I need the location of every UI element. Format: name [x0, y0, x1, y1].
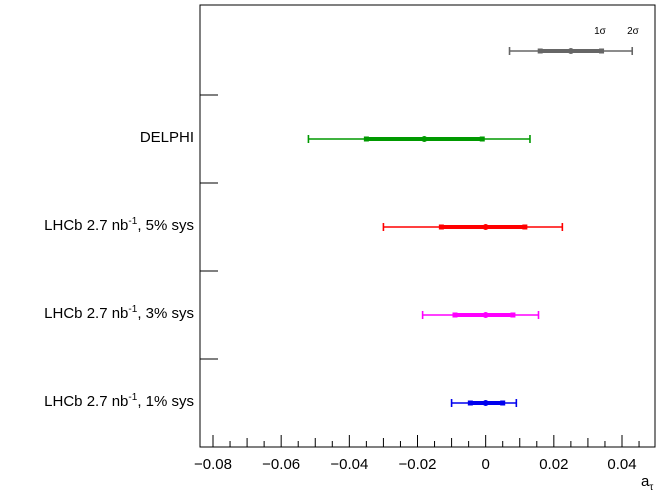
- errorbar-1sigma-cap: [537, 48, 543, 54]
- errorbar-1sigma-cap: [479, 136, 485, 142]
- errorbar-row: [508, 47, 634, 55]
- row-separators: [200, 94, 218, 360]
- row-label-text: DELPHI: [139, 129, 194, 146]
- row-label-suffix: , 5% sys: [137, 217, 194, 234]
- errorbar-row: [421, 311, 540, 319]
- x-tick-label: −0.02: [399, 456, 437, 473]
- x-tick-label: −0.06: [262, 456, 300, 473]
- x-tick-label: 0.02: [539, 456, 568, 473]
- plot-frame: [199, 4, 656, 448]
- row-label-text: LHCb 2.7 nb: [44, 305, 129, 322]
- row-label: DELPHI: [140, 129, 194, 147]
- errorbar-1sigma-cap: [363, 136, 369, 142]
- row-label-suffix: , 3% sys: [137, 305, 194, 322]
- x-tick-label: −0.08: [194, 456, 232, 473]
- x-tick-label: 0.04: [607, 456, 636, 473]
- errorbar-1sigma-cap: [500, 400, 506, 406]
- errorbar-1sigma-cap: [599, 48, 605, 54]
- chart-marks: [307, 47, 634, 407]
- errorbar-1sigma-cap: [438, 224, 444, 230]
- errorbar-1sigma-cap: [467, 400, 473, 406]
- errorbar-row: [450, 399, 518, 407]
- row-label-exponent: -1: [128, 216, 138, 227]
- x-axis: −0.08 −0.06 −0.04 −0.02 0 0.02 0.04: [194, 435, 640, 473]
- row-label: LHCb 2.7 nb-1, 1% sys: [44, 393, 194, 411]
- central-value-point: [482, 400, 489, 406]
- central-value-point: [567, 48, 574, 54]
- row-label-text: LHCb 2.7 nb: [44, 217, 129, 234]
- row-label-suffix: , 1% sys: [137, 393, 194, 410]
- errorbar-1sigma-cap: [510, 312, 516, 318]
- x-tick-label: 0: [481, 456, 489, 473]
- errorbar-1sigma-cap: [452, 312, 458, 318]
- x-axis-title: aτ: [641, 473, 653, 493]
- central-value-point: [482, 224, 489, 230]
- errorbar-row: [382, 223, 564, 231]
- central-value-point: [421, 136, 428, 142]
- row-label-exponent: -1: [128, 392, 138, 403]
- row-label-text: LHCb 2.7 nb: [44, 393, 129, 410]
- sigma-legend: 1σ 2σ: [594, 26, 640, 37]
- x-tick-label: −0.04: [330, 456, 368, 473]
- row-label: LHCb 2.7 nb-1, 3% sys: [44, 305, 194, 323]
- row-label-exponent: -1: [128, 304, 138, 315]
- errorbar-row: [307, 135, 531, 143]
- row-label: LHCb 2.7 nb-1, 5% sys: [44, 217, 194, 235]
- central-value-point: [482, 312, 489, 318]
- legend-1sigma-label: 1σ: [594, 26, 607, 37]
- errorbar-1sigma-cap: [522, 224, 528, 230]
- legend-2sigma-label: 2σ: [627, 26, 640, 37]
